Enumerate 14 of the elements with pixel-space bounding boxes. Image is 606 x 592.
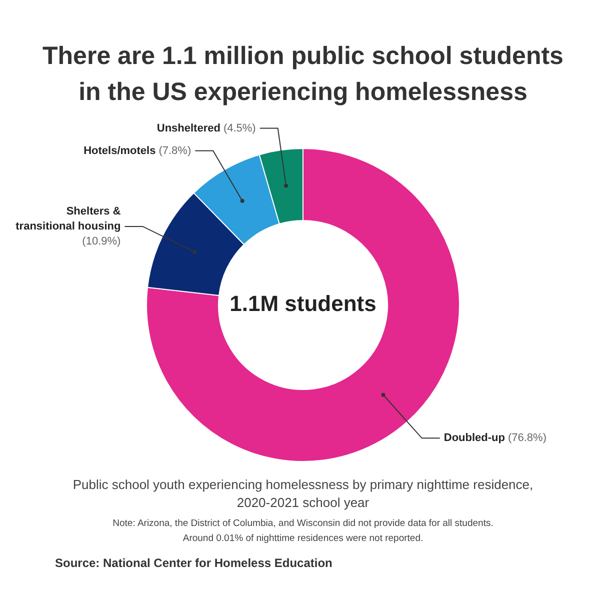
data-label: (7.8%) [158,144,192,157]
text: Public school youth experiencing homelessness by primary nighttime residence, 2020-2021 school year [72,476,534,512]
text: Note: Arizona, the District of Columbia, and Wisconsin did not provide data for all students. [112,518,494,529]
data-label: (10.9%) [82,236,121,248]
slice-label: Unsheltered [156,122,220,134]
data-label: (4.5%) [223,122,256,134]
text: Around 0.01% of nighttime residences were not reported. [182,533,424,544]
data-label: (76.8%) [508,432,547,444]
text: 1.1M students [230,291,376,316]
slice-label: Hotels/motels [84,144,156,157]
chart-title: There are 1.1 million public school students in the US experiencing homelessness [42,41,564,108]
category-label: Shelters & transitional housing [16,206,121,232]
source-note: Source: National Center for Homeless Education [55,556,332,570]
slice-label: Doubled-up [444,432,506,444]
